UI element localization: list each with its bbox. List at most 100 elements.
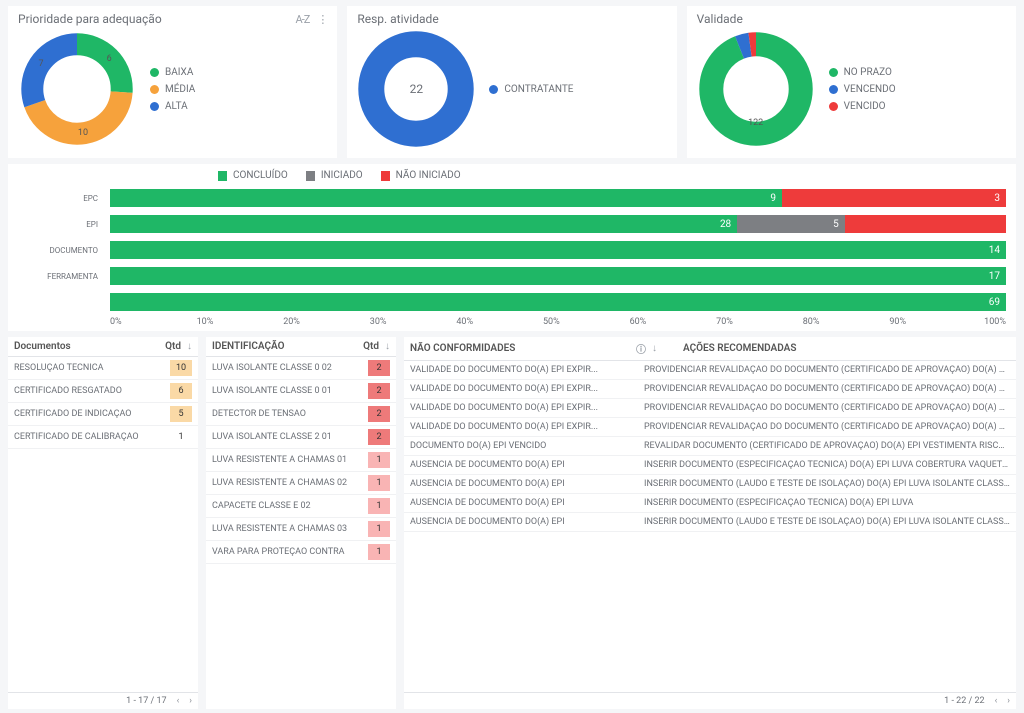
- legend-label: VENCENDO: [844, 84, 896, 95]
- cell-qtd: 1: [368, 498, 390, 514]
- bar-track: 17: [110, 267, 1006, 285]
- cell-acao: INSERIR DOCUMENTO (LAUDO E TESTE DE ISOL…: [644, 479, 1010, 489]
- cell-qtd: 2: [368, 383, 390, 399]
- legend-item: MÉDIA: [150, 84, 195, 95]
- table-row[interactable]: CERTIFICADO RESGATADO6: [8, 380, 198, 403]
- cell-name: RESOLUÇÃO TÉCNICA: [14, 363, 164, 373]
- legend-label: BAIXA: [165, 67, 193, 78]
- cell-acao: INSERIR DOCUMENTO (ESPECIFICAÇÃO TÉCNICA…: [644, 498, 1010, 508]
- table-row[interactable]: LUVA ISOLANTE CLASSE 0 01 2: [206, 380, 396, 403]
- legend-item: VENCENDO: [829, 84, 896, 95]
- table-row[interactable]: CAPACETE CLASSE E 021: [206, 495, 396, 518]
- bar-row: FERRAMENTA17: [18, 265, 1006, 287]
- swatch-icon: [829, 68, 838, 77]
- bar-segment[interactable]: 14: [110, 241, 1006, 259]
- page-next-icon[interactable]: ›: [1007, 696, 1010, 706]
- page-prev-icon[interactable]: ‹: [995, 696, 998, 706]
- x-tick: 30%: [370, 317, 457, 327]
- legend-label: ALTA: [165, 101, 188, 112]
- bar-segment[interactable]: 17: [110, 267, 1006, 285]
- table-row[interactable]: LUVA ISOLANTE CLASSE 2 012: [206, 426, 396, 449]
- cell-name: DETECTOR DE TENSÃO: [212, 409, 362, 419]
- cell-qtd: 1: [368, 475, 390, 491]
- table-row[interactable]: AUSÊNCIA DE DOCUMENTO DO(A) EPIINSERIR D…: [404, 513, 1016, 532]
- table-row[interactable]: AUSÊNCIA DE DOCUMENTO DO(A) EPIINSERIR D…: [404, 494, 1016, 513]
- th-nc: NÃO CONFORMIDADES: [410, 343, 630, 354]
- cell-qtd: 1: [170, 429, 192, 445]
- th-acoes: AÇÕES RECOMENDADAS: [683, 343, 796, 354]
- bar-track: 14: [110, 241, 1006, 259]
- x-tick: 0%: [110, 317, 197, 327]
- legend-label: NO PRAZO: [844, 67, 892, 78]
- table-row[interactable]: VARA PARA PROTEÇÃO CONTRA1: [206, 541, 396, 564]
- panel-resp: Resp. atividade 22 CONTRATANTE: [347, 6, 676, 158]
- table-row[interactable]: LUVA RESISTENTE A CHAMAS 031: [206, 518, 396, 541]
- cell-qtd: 1: [368, 452, 390, 468]
- x-tick: 70%: [716, 317, 803, 327]
- legend-validade: NO PRAZOVENCENDOVENCIDO: [829, 67, 896, 112]
- sort-desc-icon[interactable]: ↓: [652, 343, 657, 354]
- x-tick: 80%: [803, 317, 890, 327]
- panel-bars: CONCLUÍDOINICIADONÃO INICIADO EPC93EPI28…: [8, 164, 1016, 331]
- table-row[interactable]: VALIDADE DO DOCUMENTO DO(A) EPI EXPIR...…: [404, 418, 1016, 437]
- swatch-icon: [381, 171, 390, 181]
- bar-row: EPC93: [18, 187, 1006, 209]
- x-tick: 90%: [889, 317, 976, 327]
- cell-name: LUVA ISOLANTE CLASSE 0 02: [212, 363, 362, 373]
- table-row[interactable]: AUSÊNCIA DE DOCUMENTO DO(A) EPIINSERIR D…: [404, 475, 1016, 494]
- table-row[interactable]: VALIDADE DO DOCUMENTO DO(A) EPI EXPIR...…: [404, 361, 1016, 380]
- x-tick: 20%: [283, 317, 370, 327]
- info-icon[interactable]: ⓘ: [636, 341, 646, 356]
- sort-desc-icon[interactable]: ↓: [385, 341, 390, 352]
- table-row[interactable]: AUSÊNCIA DE DOCUMENTO DO(A) EPIINSERIR D…: [404, 456, 1016, 475]
- panel-title-validade: Validade: [697, 12, 1006, 26]
- bar-row: DOCUMENTO14: [18, 239, 1006, 261]
- cell-name: VARA PARA PROTEÇÃO CONTRA: [212, 547, 362, 557]
- legend-label: CONCLUÍDO: [233, 170, 288, 181]
- table-row[interactable]: LUVA RESISTENTE A CHAMAS 011: [206, 449, 396, 472]
- th-qtd: Qtd: [151, 341, 181, 352]
- donut-validade: 122: [697, 30, 815, 148]
- bar-segment[interactable]: 5: [737, 215, 845, 233]
- cell-acao: PROVIDENCIAR REVALIDAÇÃO DO DOCUMENTO (C…: [644, 365, 1010, 375]
- table-footer-big: 1 - 22 / 22: [944, 696, 984, 706]
- table-row[interactable]: CERTIFICADO DE CALIBRAÇÃO 1: [8, 426, 198, 449]
- legend-item: CONCLUÍDO: [218, 170, 288, 181]
- cell-name: CERTIFICADO DE CALIBRAÇÃO: [14, 432, 164, 442]
- legend-item: INICIADO: [306, 170, 363, 181]
- table-row[interactable]: VALIDADE DO DOCUMENTO DO(A) EPI EXPIR...…: [404, 399, 1016, 418]
- cell-nc: VALIDADE DO DOCUMENTO DO(A) EPI EXPIR...: [410, 384, 630, 394]
- bar-track: 93: [110, 189, 1006, 207]
- table-row[interactable]: LUVA ISOLANTE CLASSE 0 022: [206, 357, 396, 380]
- donut-prioridade: 6107: [18, 30, 136, 148]
- cell-qtd: 2: [368, 406, 390, 422]
- cell-name: LUVA ISOLANTE CLASSE 0 01: [212, 386, 362, 396]
- cell-acao: INSERIR DOCUMENTO (LAUDO E TESTE DE ISOL…: [644, 517, 1010, 527]
- cell-qtd: 2: [368, 429, 390, 445]
- x-tick: 10%: [197, 317, 284, 327]
- bar-segment[interactable]: 9: [110, 189, 782, 207]
- table-row[interactable]: DOCUMENTO DO(A) EPI VENCIDOREVALIDAR DOC…: [404, 437, 1016, 456]
- bar-segment[interactable]: 3: [782, 189, 1006, 207]
- sort-desc-icon[interactable]: ↓: [187, 341, 192, 352]
- table-row[interactable]: CERTIFICADO DE INDICAÇÃO5: [8, 403, 198, 426]
- sort-icon[interactable]: A-Z: [296, 13, 310, 26]
- cell-qtd: 6: [170, 383, 192, 399]
- legend-prioridade: BAIXA MÉDIA ALTA: [150, 67, 195, 112]
- cell-nc: AUSÊNCIA DE DOCUMENTO DO(A) EPI: [410, 460, 630, 470]
- bars-body: EPC93 EPI285 DOCUMENTO14 FERRAMENTA17 69: [18, 187, 1006, 313]
- table-row[interactable]: RESOLUÇÃO TÉCNICA10: [8, 357, 198, 380]
- bar-row: EPI285: [18, 213, 1006, 235]
- bar-segment[interactable]: 28: [110, 215, 737, 233]
- more-icon[interactable]: ⋮: [317, 13, 327, 26]
- x-tick: 60%: [630, 317, 717, 327]
- bar-segment[interactable]: 69: [110, 293, 1006, 311]
- page-prev-icon[interactable]: ‹: [177, 696, 180, 706]
- table-row[interactable]: LUVA RESISTENTE A CHAMAS 021: [206, 472, 396, 495]
- bar-segment[interactable]: [845, 215, 1006, 233]
- legend-resp: CONTRATANTE: [489, 84, 573, 95]
- page-next-icon[interactable]: ›: [189, 696, 192, 706]
- table-row[interactable]: DETECTOR DE TENSÃO 2: [206, 403, 396, 426]
- swatch-icon: [218, 171, 227, 181]
- table-row[interactable]: VALIDADE DO DOCUMENTO DO(A) EPI EXPIR...…: [404, 380, 1016, 399]
